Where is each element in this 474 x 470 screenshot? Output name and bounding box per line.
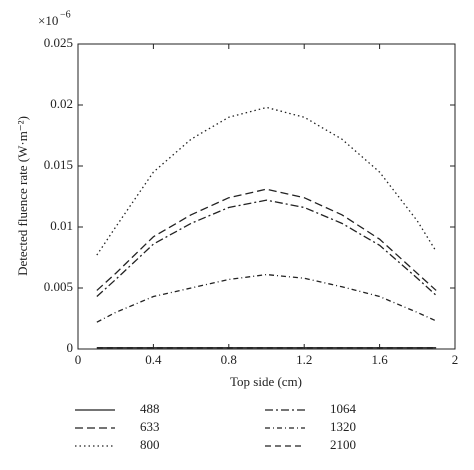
legend-label: 800 [140,437,160,452]
y-tick-label: 0 [67,340,74,355]
x-tick-label: 1.2 [296,352,312,367]
y-scale-base: ×10 [38,13,58,28]
y-tick-label: 0.005 [44,279,73,294]
x-tick-label: 0.4 [145,352,162,367]
x-tick-label: 0 [75,352,82,367]
legend-label: 488 [140,401,160,416]
series-line [96,273,437,323]
x-tick-label: 0.8 [221,352,237,367]
y-scale-exponent: −6 [60,9,71,20]
x-tick-label: 1.6 [371,352,388,367]
y-tick-label: 0.015 [44,157,73,172]
legend-label: 633 [140,419,160,434]
y-tick-label: 0.01 [50,218,73,233]
legend-label: 2100 [330,437,356,452]
series-line [96,199,437,298]
x-axis-label: Top side (cm) [230,374,302,389]
legend-label: 1320 [330,419,356,434]
series-line [96,106,437,256]
plot-frame [77,43,456,350]
legend-label: 1064 [330,401,357,416]
y-tick-label: 0.02 [50,96,73,111]
y-axis-label: Detected fluence rate (W·m⁻²) [15,116,30,276]
x-tick-label: 2 [452,352,459,367]
y-tick-label: 0.025 [44,35,73,50]
series-line [96,188,437,291]
